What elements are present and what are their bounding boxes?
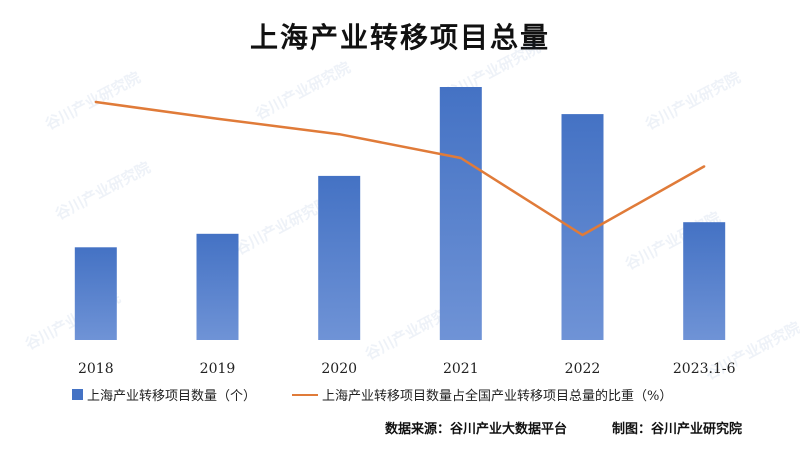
bar-2020 [318,175,361,340]
legend-swatch-line [292,393,318,396]
bar-2021 [439,87,482,340]
line-point-2020 [338,133,341,136]
x-tick-label: 2022 [565,361,601,377]
line-point-2023.1-6 [703,165,706,168]
legend-item-bar: 上海产业转移项目数量（个） [72,385,256,404]
x-tick-label: 2023.1-6 [673,361,736,377]
x-tick-label: 2018 [78,361,114,377]
series-line-share [95,100,705,237]
line-point-2019 [216,117,219,121]
legend-label-line: 上海产业转移项目数量占全国产业转移项目总量的比重（%） [322,389,673,404]
bar-2023.1-6 [683,222,726,340]
line-point-2018 [94,100,98,104]
footer-credit: 制图：谷川产业研究院 [612,422,743,437]
line-point-2021 [459,156,462,160]
x-tick-label: 2019 [200,361,236,377]
x-tick-label: 2021 [443,361,479,377]
legend: 上海产业转移项目数量（个） 上海产业转移项目数量占全国产业转移项目总量的比重（%… [0,385,800,407]
bar-2019 [196,233,239,340]
legend-label-bar: 上海产业转移项目数量（个） [87,389,257,404]
line-point-2022 [581,233,584,237]
x-tick-label: 2020 [321,361,357,377]
bar-2018 [74,247,117,340]
legend-item-line: 上海产业转移项目数量占全国产业转移项目总量的比重（%） [292,385,672,404]
legend-swatch-bar [72,389,83,400]
footer-source: 数据来源：谷川产业大数据平台 [385,422,568,437]
chart-title: 上海产业转移项目总量 [249,21,550,54]
